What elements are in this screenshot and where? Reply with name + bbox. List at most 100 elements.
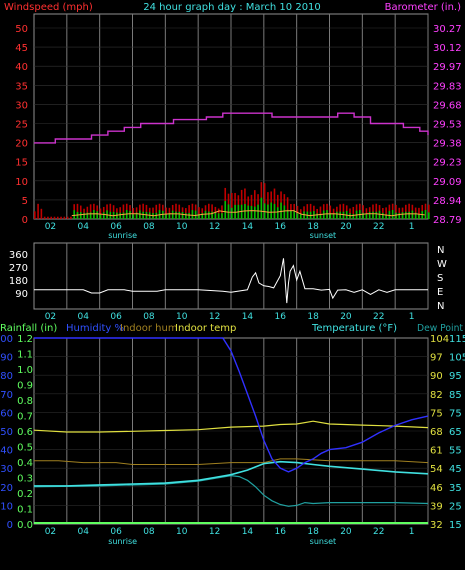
rainfall-axis-label: Rainfall (in) xyxy=(0,323,57,334)
rainfall-tick-label: 0.3 xyxy=(17,474,33,485)
indoor-temp-tick-label: 82 xyxy=(430,390,443,401)
x-tick-label: 06 xyxy=(110,222,122,232)
rainfall-tick-label: 0.7 xyxy=(17,412,33,423)
wind-bar xyxy=(368,211,371,219)
wind-bar xyxy=(188,212,190,219)
wind-bar xyxy=(296,213,299,219)
temperature-tick-label: 75 xyxy=(449,408,462,419)
barometer-tick-label: 29.23 xyxy=(433,158,462,169)
sunset-label: sunset xyxy=(310,537,337,546)
wind-bar xyxy=(204,210,207,219)
rainfall-tick-label: 1.1 xyxy=(17,350,33,361)
wind-tick-label: 50 xyxy=(15,24,28,35)
gust-bar xyxy=(66,216,69,219)
x-tick-label: 08 xyxy=(143,312,155,322)
gust-bar xyxy=(306,204,309,219)
wind-bar xyxy=(247,205,250,219)
indoor-temp-tick-label: 39 xyxy=(430,501,443,512)
wind-bar xyxy=(99,214,102,219)
gust-bar xyxy=(63,216,66,219)
wind-bar xyxy=(96,211,98,219)
wind-bar xyxy=(342,211,345,219)
wind-bar xyxy=(336,211,338,219)
wind-bar xyxy=(398,213,401,219)
barometer-tick-label: 29.83 xyxy=(433,81,462,92)
compass-label: N xyxy=(437,245,444,256)
temperature-tick-label: 45 xyxy=(449,464,462,475)
wind-bar xyxy=(211,211,213,219)
wind-bar xyxy=(418,214,420,219)
gust-bar xyxy=(109,203,112,219)
rainfall-tick-label: 1.2 xyxy=(17,334,33,345)
temperature-tick-label: 65 xyxy=(449,427,462,438)
gust-bar xyxy=(244,188,246,219)
indoor-temp-line xyxy=(33,420,429,433)
wind-bar xyxy=(214,211,217,219)
wind-bar xyxy=(395,212,397,219)
dew-point-legend-label: Dew Point xyxy=(417,323,463,334)
gust-bar xyxy=(408,203,410,219)
x-tick-label: 04 xyxy=(78,222,90,232)
wind-bar xyxy=(332,213,335,219)
wind-bar xyxy=(122,212,125,219)
humidity-tick-label: 50 xyxy=(0,427,13,438)
wind-bar xyxy=(391,210,394,219)
x-tick-label: 14 xyxy=(242,312,254,322)
x-tick-label: 06 xyxy=(110,527,122,537)
wind-bar xyxy=(93,210,95,219)
indoor-temp-legend-label: Indoor temp xyxy=(175,323,236,334)
indoor-temp-tick-label: 61 xyxy=(430,446,443,457)
wind-bar xyxy=(280,202,282,219)
gust-bar xyxy=(53,216,56,219)
indoor-temp-tick-label: 97 xyxy=(430,353,443,364)
x-tick-label: 10 xyxy=(176,312,188,322)
x-tick-label: 12 xyxy=(209,527,220,537)
indoor-temp-tick-label: 90 xyxy=(430,371,443,382)
barometer-tick-label: 29.38 xyxy=(433,139,462,150)
wind-bar xyxy=(424,210,427,219)
wind-bar xyxy=(145,211,148,219)
wind-bar xyxy=(378,210,381,219)
gust-bar xyxy=(89,204,92,219)
humidity-tick-label: 90 xyxy=(0,353,13,364)
gust-bar xyxy=(286,197,289,219)
wind-bar xyxy=(276,207,279,219)
wind-bar xyxy=(198,213,200,219)
gust-bar xyxy=(198,207,200,219)
indoor-temp-tick-label: 46 xyxy=(430,483,443,494)
wind-tick-label: 0 xyxy=(22,215,28,226)
barometer-tick-label: 29.53 xyxy=(433,120,462,131)
wind-bar xyxy=(175,211,177,219)
wind-bar xyxy=(322,210,325,219)
indoor-humidity-line xyxy=(34,458,429,465)
wind-bar xyxy=(165,214,167,219)
compass-label: S xyxy=(437,273,443,284)
rainfall-tick-label: 0.6 xyxy=(17,427,33,438)
barometer-tick-label: 29.97 xyxy=(433,62,462,73)
barometer-line xyxy=(34,112,429,144)
wind-bar xyxy=(382,212,384,219)
wind-bar xyxy=(129,211,131,219)
indoor-hum-legend-label: Indoor hum xyxy=(120,323,178,334)
wind-bar xyxy=(231,207,233,219)
barometer-tick-label: 30.27 xyxy=(433,24,462,35)
rainfall-tick-label: 0.5 xyxy=(17,443,33,454)
wind-tick-label: 30 xyxy=(15,100,28,111)
gust-bar xyxy=(43,216,46,219)
x-tick-label: 14 xyxy=(242,222,254,232)
compass-label: E xyxy=(437,287,443,298)
indoor-temp-tick-label: 104 xyxy=(430,334,449,345)
x-tick-label: 10 xyxy=(176,222,188,232)
gust-bar xyxy=(263,183,266,219)
gust-bar xyxy=(273,188,276,219)
indoor-temp-tick-label: 54 xyxy=(430,464,443,475)
wind-bar xyxy=(171,210,174,219)
gust-bar xyxy=(70,216,72,219)
direction-tick-label: 180 xyxy=(9,276,28,287)
wind-bar xyxy=(405,211,407,219)
gust-bar xyxy=(385,207,387,219)
wind-tick-label: 10 xyxy=(15,177,28,188)
wind-bar xyxy=(86,212,89,219)
wind-bar xyxy=(162,210,164,219)
